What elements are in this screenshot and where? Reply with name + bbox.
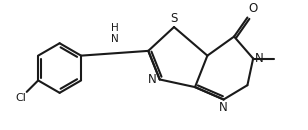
Text: N: N — [148, 73, 157, 86]
Text: H
N: H N — [111, 23, 119, 44]
Text: S: S — [170, 12, 178, 25]
Text: Cl: Cl — [15, 93, 26, 103]
Text: N: N — [255, 52, 264, 65]
Text: O: O — [248, 2, 257, 15]
Text: N: N — [219, 101, 228, 114]
